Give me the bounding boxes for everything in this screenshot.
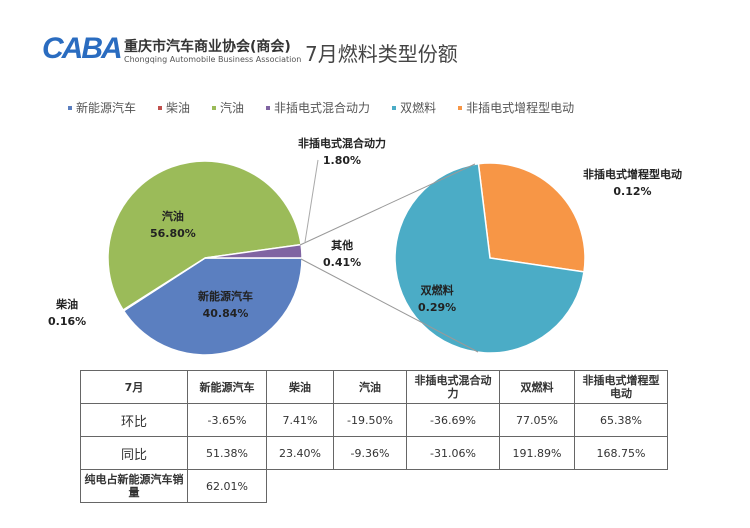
data-label: 非插电式增程型电动 0.12% — [583, 166, 682, 200]
data-label: 其他 0.41% — [323, 237, 361, 271]
data-label: 汽油 56.80% — [150, 208, 196, 242]
column-header: 双燃料 — [499, 370, 575, 404]
row-label: 同比 — [80, 436, 188, 470]
label-value: 0.29% — [418, 301, 457, 314]
table-cell: -3.65% — [187, 403, 267, 437]
legend: 新能源汽车 柴油 汽油 非插电式混合动力 双燃料 非插电式增程型电动 — [68, 99, 574, 116]
table-row: 同比 51.38% 23.40% -9.36% -31.06% 191.89% 168.75… — [80, 436, 668, 470]
org-name-cn: 重庆市汽车商业协会(商会) — [124, 39, 291, 55]
chart-title: 7月燃料类型份额 — [305, 42, 458, 66]
table-row: 纯电占新能源汽车销量 62.01% — [80, 469, 668, 503]
column-header: 柴油 — [266, 370, 334, 404]
slice-erev — [477, 162, 586, 273]
connector-line — [299, 163, 476, 246]
connector-line — [300, 258, 479, 353]
growth-table: 7月 新能源汽车 柴油 汽油 非插电式混合动力 双燃料 非插电式增程型电动 环比 -3.65%… — [80, 370, 668, 503]
label-value: 40.84% — [202, 307, 249, 320]
legend-swatch — [458, 105, 463, 110]
data-label: 新能源汽车 40.84% — [198, 288, 253, 322]
legend-swatch — [392, 105, 397, 110]
legend-item: 新能源汽车 — [68, 99, 136, 116]
table-row: 环比 -3.65% 7.41% -19.50% -36.69% 77.05% 65.38% — [80, 403, 668, 437]
legend-item: 柴油 — [158, 99, 190, 116]
label-name: 其他 — [331, 239, 354, 252]
label-name: 双燃料 — [420, 284, 454, 297]
table-cell: -31.06% — [406, 436, 500, 470]
row-label: 环比 — [80, 403, 188, 437]
column-header: 7月 — [80, 370, 188, 404]
label-name: 柴油 — [56, 298, 79, 311]
caba-logo: CABA — [42, 32, 123, 65]
label-name: 非插电式混合动力 — [298, 137, 386, 150]
legend-label: 新能源汽车 — [76, 101, 137, 115]
footer-label: 纯电占新能源汽车销量 — [80, 469, 188, 503]
slice-dual-fuel — [394, 162, 585, 354]
legend-label: 非插电式混合动力 — [274, 101, 371, 115]
legend-swatch — [212, 105, 217, 110]
table-cell: -9.36% — [333, 436, 407, 470]
legend-label: 汽油 — [220, 101, 245, 115]
pie-chart — [107, 159, 586, 356]
data-label: 非插电式混合动力 1.80% — [298, 135, 386, 169]
label-name: 非插电式增程型电动 — [583, 168, 682, 181]
column-header: 汽油 — [333, 370, 407, 404]
table-header-row: 7月 新能源汽车 柴油 汽油 非插电式混合动力 双燃料 非插电式增程型电动 — [80, 370, 668, 404]
label-value: 56.80% — [150, 227, 196, 240]
footer-value: 62.01% — [187, 469, 267, 503]
legend-swatch — [68, 105, 72, 110]
data-label: 柴油 0.16% — [48, 296, 86, 330]
table-cell: 7.41% — [266, 403, 334, 437]
table-cell: 191.89% — [499, 436, 575, 470]
leader-line — [304, 159, 319, 243]
table-cell: -36.69% — [406, 403, 500, 437]
label-value: 0.41% — [323, 256, 362, 269]
legend-label: 非插电式增程型电动 — [466, 101, 575, 115]
legend-label: 柴油 — [166, 101, 191, 115]
column-header: 新能源汽车 — [187, 370, 267, 404]
org-name-en: Chongqing Automobile Business Associatio… — [124, 55, 302, 64]
legend-item: 非插电式增程型电动 — [458, 99, 574, 116]
table-cell: -19.50% — [333, 403, 407, 437]
label-value: 1.80% — [322, 154, 362, 167]
label-value: 0.16% — [48, 315, 87, 328]
legend-item: 汽油 — [212, 99, 244, 116]
column-header: 非插电式增程型电动 — [574, 370, 668, 404]
legend-label: 双燃料 — [400, 101, 437, 115]
column-header: 非插电式混合动力 — [406, 370, 500, 404]
legend-item: 非插电式混合动力 — [266, 99, 370, 116]
table-cell: 168.75% — [574, 436, 668, 470]
label-name: 汽油 — [161, 210, 184, 223]
label-value: 0.12% — [613, 185, 652, 198]
table-cell: 51.38% — [187, 436, 267, 470]
legend-swatch — [158, 105, 163, 110]
label-name: 新能源汽车 — [198, 290, 253, 303]
table-cell: 23.40% — [266, 436, 334, 470]
data-label: 双燃料 0.29% — [418, 282, 456, 316]
legend-item: 双燃料 — [392, 99, 436, 116]
legend-swatch — [266, 105, 271, 110]
table-cell: 77.05% — [499, 403, 575, 437]
slice-gasoline — [107, 160, 302, 312]
table-cell: 65.38% — [574, 403, 668, 437]
